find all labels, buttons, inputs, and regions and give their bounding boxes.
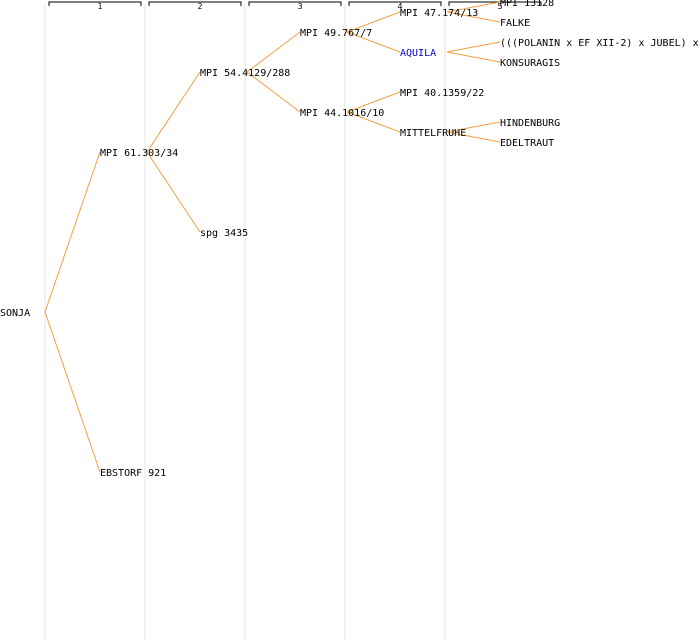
ancestor-name: KONSURAGIS	[500, 58, 560, 69]
ancestor-name: MPI 44.1016/10	[300, 108, 384, 119]
pedigree-edges	[44, 1, 501, 473]
ancestor-name: MPI 61.303/34	[100, 148, 178, 159]
ancestor-name: HINDENBURG	[500, 118, 560, 129]
ancestor-name: spg 3435	[200, 228, 248, 239]
pedigree-edge	[446, 131, 501, 143]
generation-header-bracket	[248, 1, 342, 6]
pedigree-edge	[446, 1, 501, 13]
generation-number: 3	[297, 2, 302, 11]
generation-header-bracket	[348, 1, 442, 6]
pedigree-edge	[44, 311, 101, 473]
pedigree-edge	[446, 121, 501, 133]
generation-columns: 1 2 3 4 5	[44, 1, 542, 640]
ancestor-name: MITTELFRUHE	[400, 128, 466, 139]
ancestor-name: MPI 47.174/13	[400, 8, 478, 19]
pedigree-edge	[146, 151, 201, 233]
pedigree-edge	[346, 91, 401, 113]
pedigree-nodes: SONJA MPI 61.303/34 MPI 54.4129/288 MPI 49.…	[0, 0, 699, 479]
generation-header-bracket	[148, 1, 242, 6]
pedigree-edge	[446, 51, 501, 63]
ancestor-name: FALKE	[500, 18, 530, 29]
generation-header-bracket	[48, 1, 142, 6]
pedigree-edge	[446, 41, 501, 53]
generation-number: 1	[97, 2, 102, 11]
pedigree-edge	[44, 151, 101, 313]
generation-number: 2	[197, 2, 202, 11]
ancestor-name: MPI 40.1359/22	[400, 88, 484, 99]
ancestor-name: EDELTRAUT	[500, 138, 554, 149]
generation-number: 4	[397, 2, 402, 11]
ancestor-name: MPI 49.767/7	[300, 28, 372, 39]
ancestor-name: EBSTORF 921	[100, 468, 166, 479]
pedigree-edge	[346, 111, 401, 133]
generation-number: 5	[497, 2, 502, 11]
ancestor-link[interactable]: AQUILA	[400, 48, 436, 59]
pedigree-edge	[346, 11, 401, 33]
generation-header-bracket	[448, 1, 542, 6]
ancestor-name: MPI 54.4129/288	[200, 68, 290, 79]
pedigree-edge	[346, 31, 401, 53]
pedigree-edge	[146, 71, 201, 153]
pedigree-edge	[446, 11, 501, 23]
pedigree-edge	[246, 71, 301, 113]
ancestor-name: MPI 13128	[500, 0, 554, 9]
ancestor-name: (((POLANIN x EF XII-2) x JUBEL) x	[500, 38, 699, 49]
pedigree-edge	[246, 31, 301, 73]
subject-name: SONJA	[0, 308, 30, 319]
